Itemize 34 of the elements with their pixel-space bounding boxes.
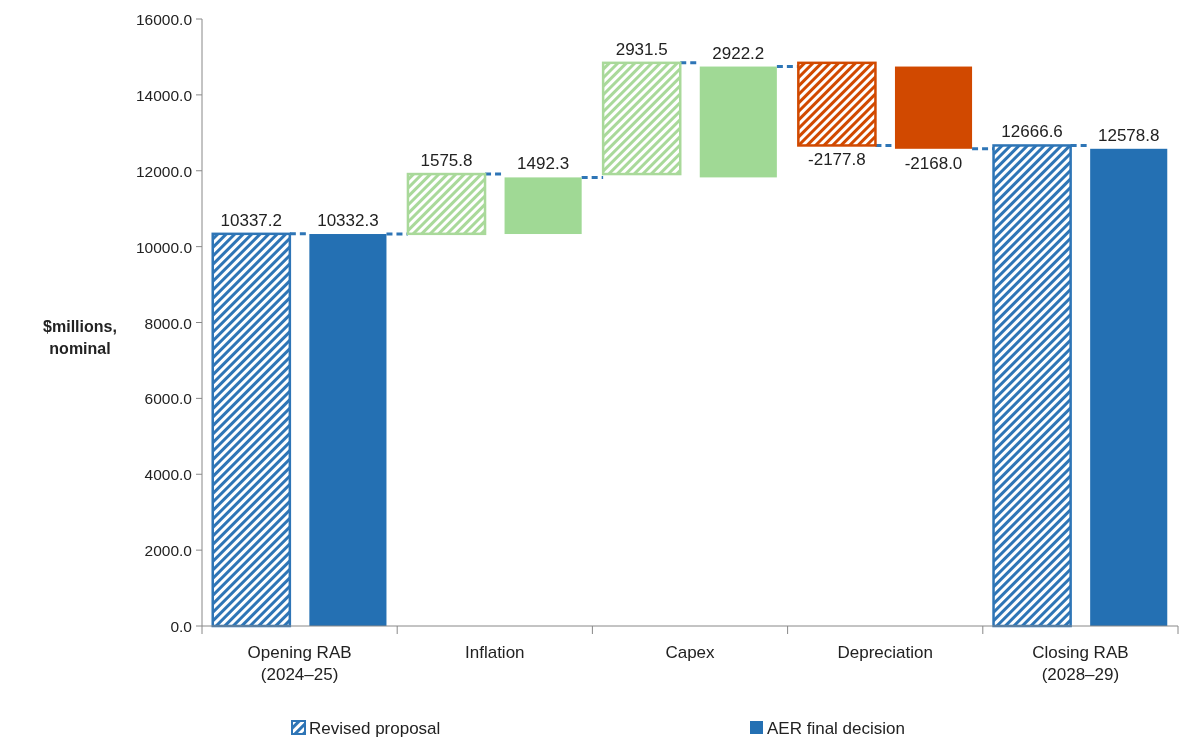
y-tick-label: 14000.0 xyxy=(135,86,193,104)
x-tick-label: Inflation xyxy=(465,643,525,662)
bar xyxy=(699,66,777,178)
bar xyxy=(406,172,487,236)
bar xyxy=(504,177,582,235)
legend-label: AER final decision xyxy=(767,719,905,738)
y-axis-title: $millions, nominal xyxy=(43,318,117,357)
y-tick-label: 6000.0 xyxy=(144,390,193,408)
y-tick-label: 8000.0 xyxy=(144,314,193,332)
data-label: -2168.0 xyxy=(904,153,963,173)
y-tick-label: 12000.0 xyxy=(135,162,193,180)
y-tick-label: 16000.0 xyxy=(135,11,193,28)
data-label: -2177.8 xyxy=(808,150,866,170)
data-label: 2931.5 xyxy=(615,39,668,59)
bar xyxy=(797,61,877,147)
data-label: 1492.3 xyxy=(517,154,570,174)
x-tick-label: Opening RAB (2024–25) xyxy=(247,643,352,684)
data-label: 10332.3 xyxy=(317,211,379,231)
data-label: 10337.2 xyxy=(220,210,283,230)
bar xyxy=(894,66,973,149)
bar xyxy=(1090,148,1168,626)
y-tick-label: 2000.0 xyxy=(144,542,193,560)
data-label: 1575.8 xyxy=(420,151,473,171)
legend-label: Revised proposal xyxy=(309,719,441,738)
x-tick-label: Closing RAB (2028–29) xyxy=(1032,643,1129,684)
data-label: 12666.6 xyxy=(1001,122,1063,142)
y-tick-label: 10000.0 xyxy=(135,238,193,256)
x-tick-label: Depreciation xyxy=(837,643,933,662)
y-tick-label: 4000.0 xyxy=(144,466,193,484)
data-label: 2922.2 xyxy=(712,43,765,63)
bar xyxy=(601,61,682,176)
y-tick-label: 0.0 xyxy=(170,618,193,635)
data-label: 12578.8 xyxy=(1097,125,1160,145)
x-tick-label: Capex xyxy=(665,643,716,662)
